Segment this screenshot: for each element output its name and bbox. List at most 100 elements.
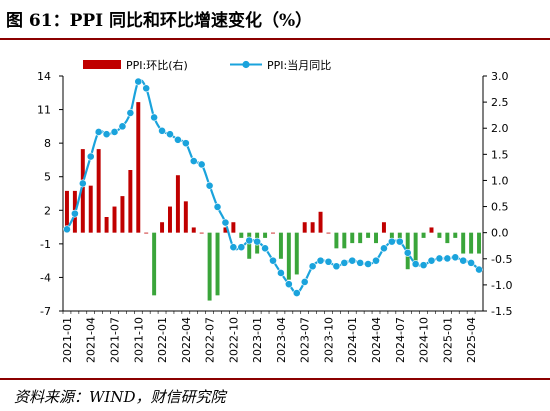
- yoy-point: [94, 128, 103, 136]
- chart-title: 图 61：PPI 同比和环比增速变化（%）: [6, 11, 313, 31]
- x-tick-label: 2021-07: [109, 317, 122, 363]
- yoy-point: [403, 248, 412, 257]
- right-tick-label: 0.5: [491, 201, 509, 214]
- bar-mom: [175, 175, 180, 233]
- bar-mom: [326, 232, 331, 234]
- left-tick-label: 2: [44, 204, 51, 217]
- yoy-point: [427, 256, 436, 265]
- legend-label-mom: PPI:环比(右): [126, 58, 188, 72]
- bar-mom: [445, 232, 450, 244]
- x-tick-label: 2021-01: [61, 317, 74, 363]
- yoy-point: [356, 258, 365, 267]
- yoy-point: [174, 135, 182, 144]
- source-note: 资料来源：WIND，财信研究院: [14, 388, 226, 406]
- right-tick-label: 1.5: [491, 148, 509, 161]
- x-tick-label: 2024-01: [346, 317, 359, 363]
- yoy-point: [372, 256, 380, 265]
- chart: 14 11 8 5 2 -1 -4 -7 3.0 2.5 2.0 1.5 1.0 0.5 0.0 -0.5 -1…: [37, 58, 512, 363]
- right-tick-label: -0.5: [491, 253, 512, 266]
- yoy-point: [475, 265, 483, 274]
- bar-mom: [366, 232, 371, 238]
- yoy-point: [63, 225, 71, 234]
- yoy-point: [181, 139, 190, 148]
- yoy-point: [308, 262, 317, 271]
- yoy-point: [411, 260, 420, 268]
- x-tick-label: 2024-07: [394, 317, 407, 363]
- x-tick-label: 2025-04: [465, 317, 478, 363]
- yoy-point: [126, 109, 135, 117]
- right-tick-label: 2.5: [491, 96, 509, 109]
- bar-mom: [263, 232, 268, 238]
- bar-mom: [144, 232, 149, 234]
- yoy-point: [292, 289, 301, 297]
- yoy-point: [213, 203, 222, 211]
- bar-mom: [437, 232, 442, 238]
- left-tick-label: -4: [40, 271, 51, 284]
- yoy-point: [316, 256, 325, 265]
- bar-mom: [183, 201, 188, 233]
- x-tick-label: 2024-04: [370, 317, 383, 363]
- x-tick-label: 2023-10: [322, 317, 335, 363]
- yoy-point: [451, 253, 460, 262]
- bar-mom: [88, 185, 93, 233]
- yoy-point: [229, 243, 238, 252]
- bar-mom: [96, 149, 101, 233]
- yoy-point: [395, 237, 404, 246]
- x-tick-label: 2021-04: [85, 317, 98, 363]
- x-tick-label: 2021-10: [132, 317, 145, 363]
- bar-mom: [112, 206, 117, 233]
- bar-mom: [278, 232, 283, 259]
- bar-mom: [247, 232, 252, 259]
- yoy-point: [443, 254, 452, 263]
- left-tick-label: -7: [40, 305, 51, 318]
- right-tick-label: 1.0: [491, 174, 509, 187]
- yoy-point: [467, 258, 476, 267]
- yoy-point: [221, 218, 230, 227]
- bar-mom: [374, 232, 378, 244]
- line-series: [63, 77, 483, 297]
- yoy-point: [86, 152, 95, 161]
- yoy-point: [300, 278, 309, 286]
- bar-mom: [215, 232, 220, 296]
- x-tick-label: 2022-07: [204, 317, 217, 363]
- yoy-point: [237, 243, 246, 252]
- yoy-point: [269, 256, 277, 265]
- bar-mom: [128, 170, 133, 233]
- bar-mom: [120, 196, 125, 233]
- yoy-point: [261, 244, 269, 253]
- bar-mom: [294, 232, 299, 275]
- yoy-point: [419, 261, 428, 270]
- yoy-point: [332, 262, 341, 271]
- x-tick-label: 2023-07: [299, 317, 312, 363]
- left-tick-label: -1: [40, 238, 51, 251]
- x-tick-label: 2024-10: [418, 317, 431, 363]
- yoy-point: [166, 130, 174, 139]
- yoy-point: [364, 260, 372, 268]
- yoy-point: [118, 122, 127, 131]
- bar-mom: [342, 232, 347, 249]
- yoy-point: [150, 113, 159, 122]
- bar-mom: [64, 190, 69, 233]
- legend-marker-yoy: [242, 60, 250, 69]
- bar-mom: [358, 232, 363, 244]
- bar-mom: [223, 227, 228, 233]
- bar-series: [64, 102, 482, 301]
- legend-label-yoy: PPI:当月同比: [267, 58, 331, 72]
- yoy-point: [189, 157, 198, 165]
- legend: PPI:环比(右) PPI:当月同比: [83, 58, 331, 72]
- x-tick-label: 2022-04: [180, 317, 193, 363]
- bar-mom: [318, 211, 323, 233]
- yoy-point: [134, 77, 143, 86]
- yoy-point: [142, 84, 151, 93]
- yoy-point: [102, 130, 111, 139]
- yoy-point: [197, 160, 206, 169]
- x-tick-label: 2022-10: [227, 317, 240, 363]
- right-tick-label: -1.0: [491, 279, 512, 292]
- yoy-point: [78, 179, 87, 188]
- bar-mom: [199, 232, 204, 234]
- bar-mom: [413, 232, 418, 264]
- bar-mom: [239, 232, 244, 238]
- bar-mom: [136, 102, 141, 233]
- bar-mom: [231, 222, 236, 233]
- right-tick-label: 0.0: [491, 227, 509, 240]
